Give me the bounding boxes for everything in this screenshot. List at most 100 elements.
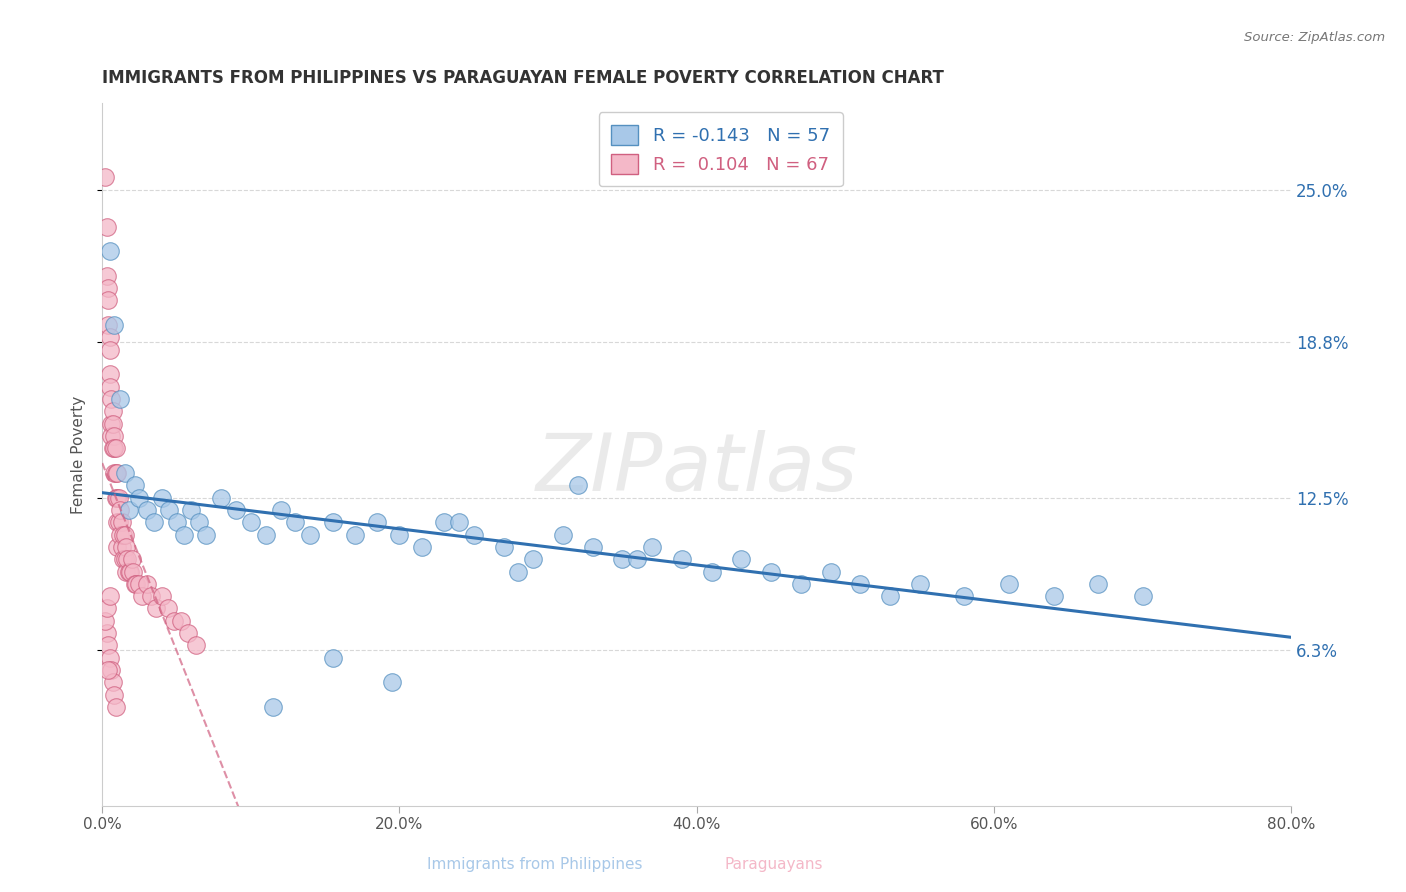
Point [177, 626, 200, 640]
Point [150, 491, 173, 505]
Point [117, 552, 139, 566]
Point [105, 515, 128, 529]
Point [143, 515, 166, 529]
Point [225, 503, 247, 517]
Point [110, 540, 132, 554]
Point [98, 330, 121, 344]
Point [700, 565, 723, 579]
Point [100, 429, 122, 443]
Point [98, 343, 121, 357]
Point [121, 552, 143, 566]
Point [96, 601, 118, 615]
Point [1087, 577, 1109, 591]
Text: Paraguayans: Paraguayans [724, 857, 823, 872]
Point [104, 491, 127, 505]
Point [184, 639, 207, 653]
Point [97, 663, 120, 677]
Point [299, 527, 322, 541]
Text: IMMIGRANTS FROM PHILIPPINES VS PARAGUAYAN FEMALE POVERTY CORRELATION CHART: IMMIGRANTS FROM PHILIPPINES VS PARAGUAYA… [103, 69, 943, 87]
Point [522, 552, 544, 566]
Point [582, 540, 605, 554]
Point [96, 219, 118, 234]
Point [170, 614, 193, 628]
Point [671, 552, 693, 566]
Point [187, 515, 209, 529]
Point [173, 527, 195, 541]
Point [115, 565, 138, 579]
Point [103, 688, 125, 702]
Point [98, 650, 121, 665]
Point [128, 491, 150, 505]
Point [105, 491, 128, 505]
Point [790, 577, 813, 591]
Point [94, 614, 117, 628]
Point [820, 565, 842, 579]
Point [104, 700, 127, 714]
Point [157, 503, 180, 517]
Point [322, 650, 344, 665]
Point [908, 577, 931, 591]
Point [100, 392, 122, 406]
Point [730, 552, 752, 566]
Point [105, 540, 128, 554]
Point [150, 589, 173, 603]
Point [322, 515, 344, 529]
Point [612, 552, 634, 566]
Point [101, 442, 124, 456]
Point [381, 675, 404, 690]
Point [114, 527, 136, 541]
Point [998, 577, 1021, 591]
Point [879, 589, 901, 603]
Point [626, 552, 648, 566]
Point [1132, 589, 1154, 603]
Point [162, 614, 184, 628]
Point [135, 503, 157, 517]
Point [111, 552, 134, 566]
Point [104, 466, 127, 480]
Point [759, 565, 782, 579]
Point [463, 527, 485, 541]
Point [105, 466, 128, 480]
Point [107, 515, 129, 529]
Point [104, 442, 127, 456]
Point [239, 515, 262, 529]
Point [97, 639, 120, 653]
Text: Source: ZipAtlas.com: Source: ZipAtlas.com [1244, 31, 1385, 45]
Point [411, 540, 433, 554]
Point [180, 503, 202, 517]
Point [107, 491, 129, 505]
Point [125, 577, 148, 591]
Point [111, 527, 134, 541]
Point [98, 368, 121, 382]
Point [103, 318, 125, 332]
Point [124, 577, 146, 591]
Point [641, 540, 664, 554]
Point [135, 577, 157, 591]
Point [103, 466, 125, 480]
Point [131, 589, 153, 603]
Point [551, 527, 574, 541]
Text: Immigrants from Philippines: Immigrants from Philippines [426, 857, 643, 872]
Point [115, 540, 138, 554]
Point [101, 417, 124, 431]
Point [97, 281, 120, 295]
Point [128, 577, 150, 591]
Point [100, 417, 122, 431]
Point [124, 478, 146, 492]
Point [195, 527, 218, 541]
Point [209, 491, 232, 505]
Point [96, 268, 118, 283]
Point [108, 503, 131, 517]
Point [96, 626, 118, 640]
Point [433, 515, 456, 529]
Point [100, 663, 122, 677]
Legend: R = -0.143   N = 57, R =  0.104   N = 67: R = -0.143 N = 57, R = 0.104 N = 67 [599, 112, 842, 186]
Point [114, 466, 136, 480]
Point [254, 527, 277, 541]
Point [108, 527, 131, 541]
Point [156, 601, 179, 615]
Point [101, 404, 124, 418]
Point [110, 515, 132, 529]
Point [508, 565, 530, 579]
Point [343, 527, 366, 541]
